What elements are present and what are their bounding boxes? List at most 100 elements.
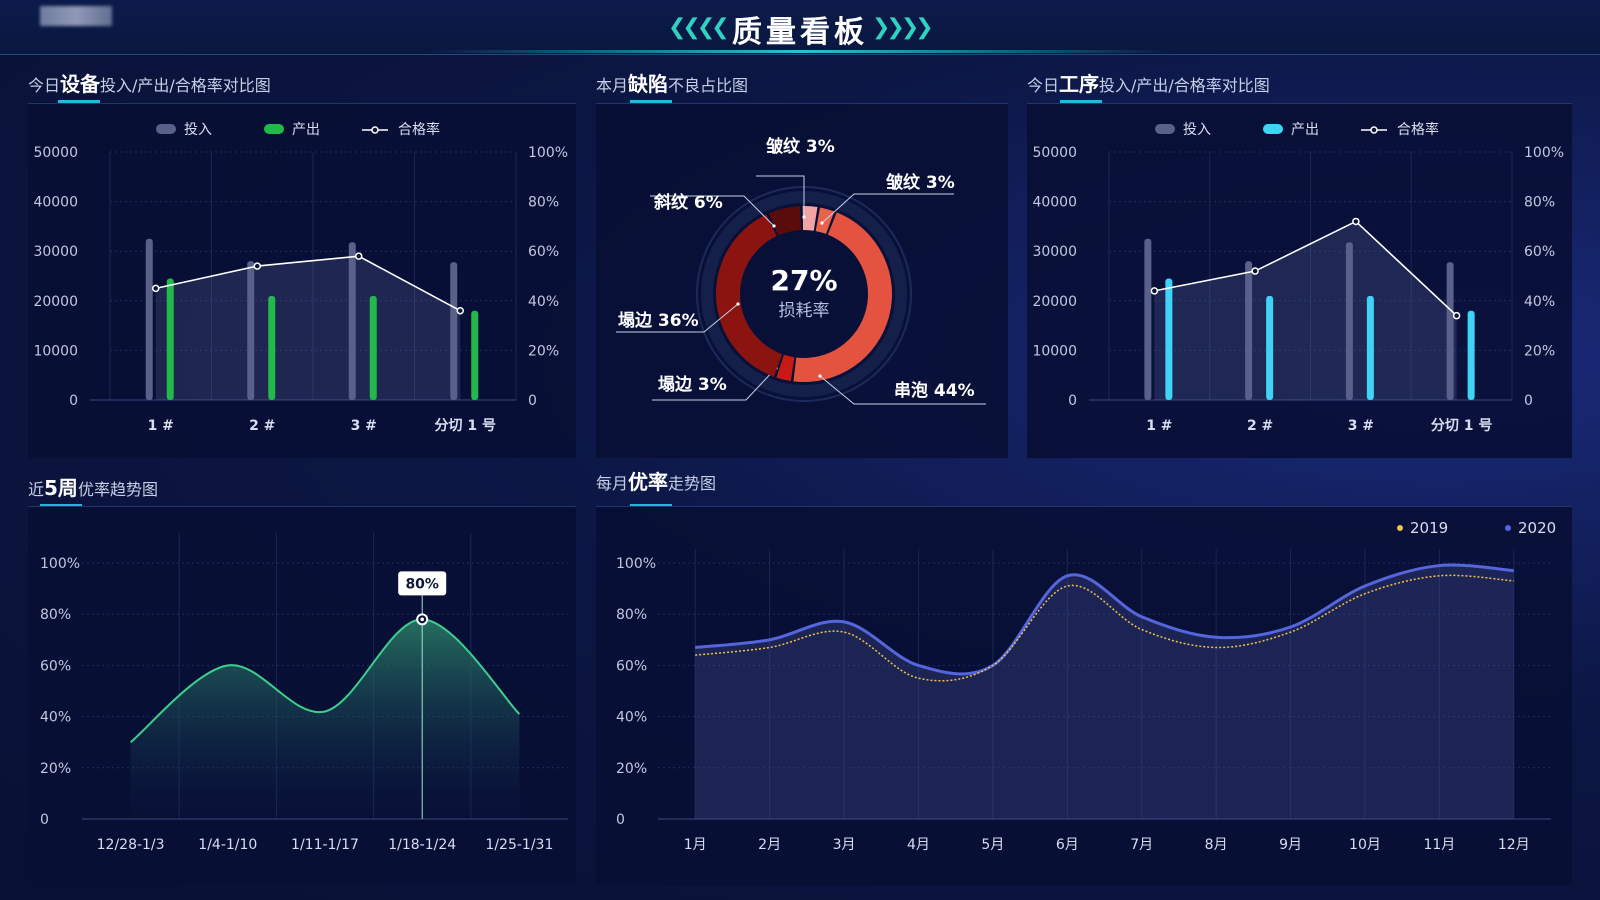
y-tick-label: 20000 [33,294,78,310]
y2-tick-label: 80% [528,195,559,211]
x-tick-label: 12月 [1498,837,1530,853]
y-tick-label: 100% [40,556,80,572]
bar-output [166,278,174,400]
bar-output [471,310,479,400]
y2-tick-label: 80% [1524,195,1555,211]
y-tick-label: 0 [616,812,625,828]
bar-output [369,295,377,400]
page-title: 质量看板 [732,15,868,50]
bar-output [1467,310,1475,400]
x-tick-label: 分切 1 号 [1431,418,1493,434]
bar-output [1366,295,1374,400]
bar-input [145,238,153,400]
rate-point [1452,311,1461,320]
y-tick-label: 60% [616,658,647,674]
y2-tick-label: 60% [528,244,559,260]
rate-area [155,256,461,400]
y-tick-label: 100% [616,556,656,572]
bar-output [268,295,276,400]
slice-label: 塌边 3% [658,375,727,395]
label-leader [819,375,986,405]
y-tick-label: 40% [40,710,71,726]
process-chart: 0 0 10000 20% 20000 40% 30000 60% 40000 80% 50000 1… [1032,121,1564,434]
y-tick-label: 20000 [1032,294,1077,310]
chevron-left-icon: ❮❮❮❮ [668,15,730,40]
y2-tick-label: 100% [1524,145,1564,161]
x-tick-label: 3 # [351,418,377,434]
slice-value: 44% [934,381,975,401]
bar-input [1245,261,1253,400]
label-dot [736,302,740,306]
weekly-area [130,619,520,819]
slice-value: 3% [926,173,955,193]
equip-chart: 0 0 10000 20% 20000 40% 30000 60% 40000 80% 50000 1… [33,121,568,434]
slice-label: 塌边 36% [618,311,699,331]
legend-dot-2020 [1505,525,1511,531]
x-tick-label: 5月 [981,837,1004,853]
label-dot [820,221,824,225]
label-leader [616,303,739,333]
y-tick-label: 10000 [1032,343,1077,359]
donut-slice [802,206,818,231]
legend-label-rate: 合格率 [398,121,440,138]
x-tick-label: 2 # [1247,418,1273,434]
y2-tick-label: 0 [528,393,537,409]
y-tick-label: 50000 [1032,145,1077,161]
label-leader [650,195,775,227]
y2-tick-label: 40% [528,294,559,310]
weekly-line [129,618,521,743]
x-tick-label: 1/11-1/17 [291,837,359,853]
x-tick-label: 1/25-1/31 [485,837,553,853]
rate-point [1150,287,1159,295]
x-tick-label: 1 # [148,418,174,434]
bar-input [1446,262,1454,400]
legend-label-output: 产出 [1291,122,1319,138]
rate-point [1352,217,1360,226]
rate-line [155,255,461,312]
series-2020-area [695,564,1514,819]
x-tick-label: 10月 [1349,837,1381,853]
panel-weekly: 0 20% 40% 60% 80% 100% 12/28-1/3 1/4-1/10 1/11-1… [28,506,576,885]
legend-label-2020: 2020 [1518,519,1556,537]
rate-line [1154,220,1458,317]
header-glow [430,50,1170,53]
company-logo [40,6,112,26]
y-tick-label: 80% [616,607,647,623]
label-leader [756,175,805,217]
legend-label-output: 产出 [292,122,320,138]
slice-label: 斜纹 6% [653,192,723,213]
x-tick-label: 4月 [907,837,930,853]
y-tick-label: 0 [1068,393,1077,409]
label-dot [772,224,776,228]
bar-output [1266,295,1274,400]
y2-tick-label: 20% [1524,343,1555,359]
rate-point [456,306,464,315]
y2-tick-label: 0 [1524,393,1533,409]
panel-monthly: 0 20% 40% 60% 80% 100% 1月 2月 3月 4月 5月 6月 7月 8月 9月 10月 11… [596,506,1572,885]
panel-defect: 皱纹 3% 皱纹 3% 串泡 44% 塌边 3% 塌边 36% 斜纹 6% 27% 损耗率 [596,103,1008,458]
tooltip-box [398,571,447,596]
rate-point [152,284,160,293]
rate-area [1154,221,1457,400]
x-tick-label: 12/28-1/3 [97,837,165,853]
slice-value: 6% [694,193,723,213]
legend-point-rate [1370,126,1378,134]
rate-point [1251,267,1259,275]
x-tick-label: 1 # [1146,418,1172,434]
rate-point [355,252,363,260]
panel-title-weekly: 近5周优率趋势图 [28,476,158,500]
y-tick-label: 40000 [33,195,78,211]
panel-title-process: 今日工序投入/产出/合格率对比图 [1027,72,1270,96]
label-dot [818,374,822,378]
header-bar: ❮❮❮❮ 质量看板 ❯❯❯❯ [0,0,1600,55]
legend-point-rate [371,126,379,134]
y-tick-label: 0 [69,393,78,409]
title-underline [630,504,672,507]
y-tick-label: 30000 [1032,244,1077,260]
legend-label-2019: 2019 [1410,519,1448,537]
slice-value: 3% [698,375,727,395]
chevron-right-icon: ❯❯❯❯ [872,15,934,40]
x-tick-label: 3 # [1348,418,1374,434]
label-dot [802,215,806,219]
y2-tick-label: 40% [1524,294,1555,310]
